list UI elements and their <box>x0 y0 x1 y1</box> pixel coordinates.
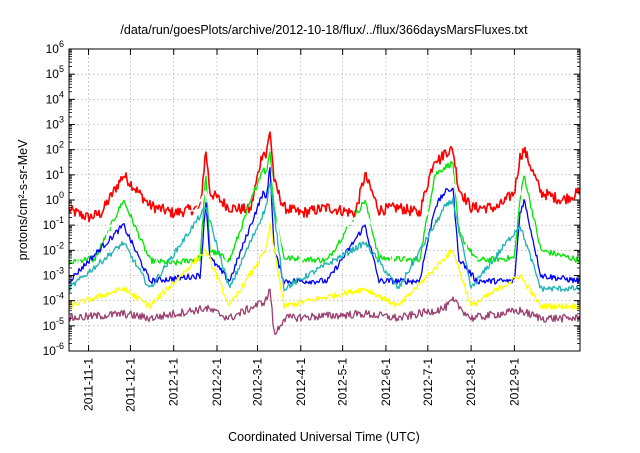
x-tick-label: 2012-7-1 <box>421 358 435 406</box>
y-tick-label: 101 <box>46 165 64 182</box>
x-tick-label: 2012-9-1 <box>507 358 521 406</box>
y-tick-label: 102 <box>46 140 64 157</box>
y-tick-label: 103 <box>46 115 64 132</box>
y-tick-label: 10-6 <box>43 341 64 358</box>
series-line-5 <box>68 221 581 310</box>
y-axis-label: protons/cm²-s-sr-MeV <box>16 139 30 261</box>
series-line-3 <box>68 167 581 285</box>
series-line-0 <box>68 131 581 223</box>
series-line-1 <box>68 151 581 267</box>
x-tick-label: 2011-11-1 <box>82 358 96 411</box>
x-tick-label: 2011-12-1 <box>123 358 137 412</box>
y-tick-label: 104 <box>46 89 64 106</box>
x-tick-label: 2012-5-1 <box>336 358 350 406</box>
series-line-6 <box>68 288 581 336</box>
x-axis-label: Coordinated Universal Time (UTC) <box>228 430 420 444</box>
y-tick-label: 106 <box>46 39 64 56</box>
y-tick-label: 10-4 <box>43 291 64 308</box>
series-line-2 <box>68 164 581 275</box>
x-tick-label: 2012-3-1 <box>250 358 264 406</box>
y-tick-label: 10-1 <box>43 215 64 232</box>
x-tick-label: 2012-4-1 <box>294 358 308 406</box>
series-layer <box>68 131 581 336</box>
x-tick-label: 2012-2-1 <box>210 358 224 406</box>
series-line-4 <box>68 182 581 293</box>
chart-title: /data/run/goesPlots/archive/2012-10-18/f… <box>120 23 528 37</box>
x-tick-label: 2012-8-1 <box>464 358 478 406</box>
x-tick-label: 2012-6-1 <box>379 358 393 406</box>
y-tick-label: 105 <box>46 64 64 81</box>
y-tick-label: 10-5 <box>43 316 64 333</box>
y-tick-label: 100 <box>46 190 64 207</box>
y-tick-label: 10-2 <box>43 240 64 257</box>
axis-layer: 10-6 10-5 10-4 10-3 10-2 10-1 100 101 102 103 104 1… <box>43 39 580 412</box>
y-tick-label: 10-3 <box>43 266 64 283</box>
x-tick-label: 2012-1-1 <box>167 358 181 406</box>
